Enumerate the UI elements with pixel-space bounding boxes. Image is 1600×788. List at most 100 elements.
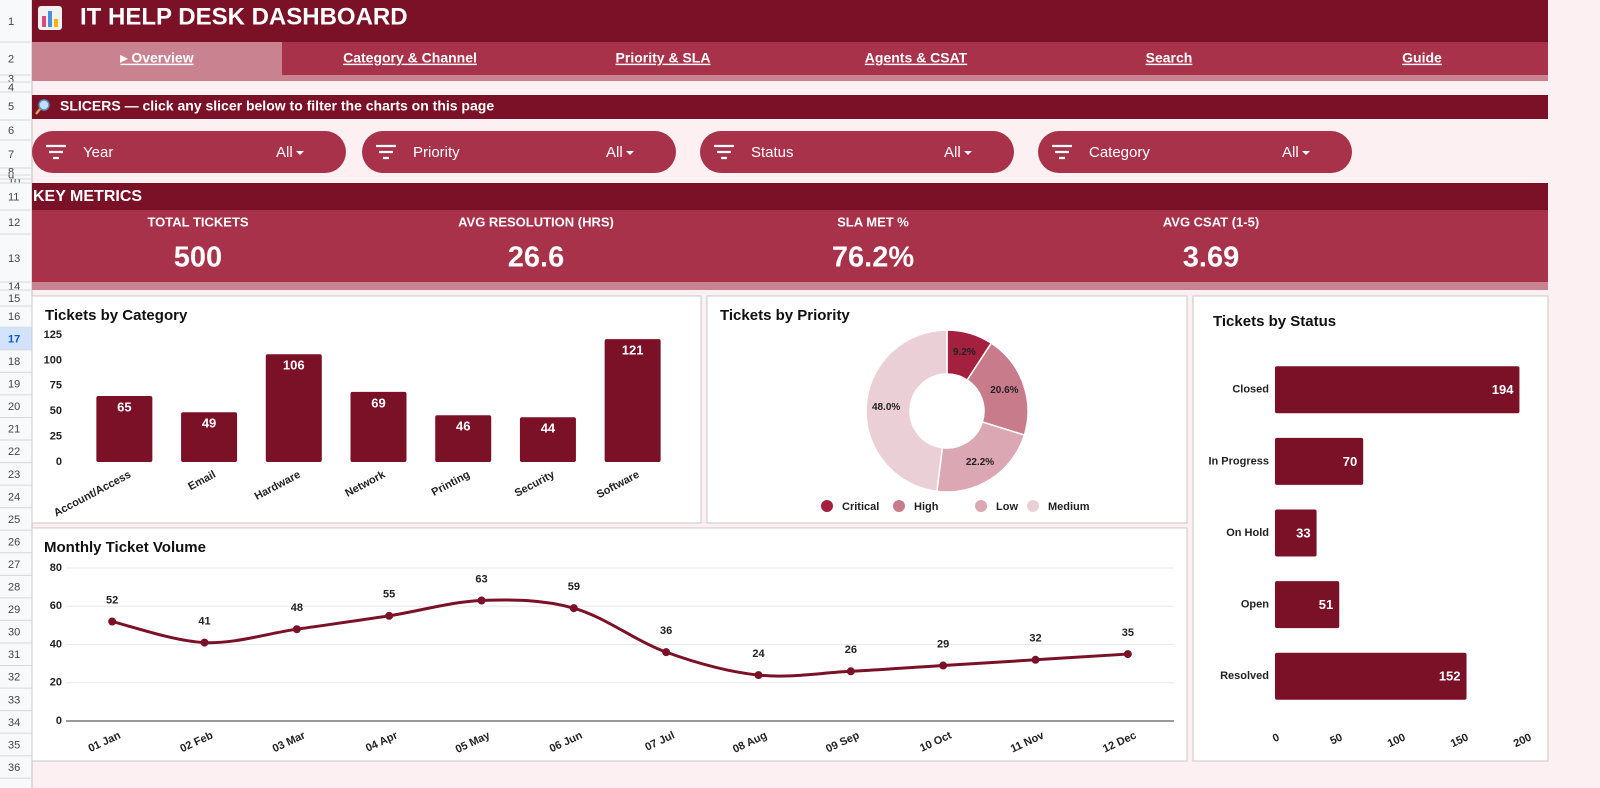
row-header-column bbox=[0, 0, 32, 788]
data-label: 22.2% bbox=[966, 457, 994, 468]
bar bbox=[96, 395, 153, 462]
data-label: 35 bbox=[1122, 627, 1134, 639]
row-number: 22 bbox=[8, 446, 20, 458]
row-number: 28 bbox=[8, 582, 20, 594]
y-tick-label: 0 bbox=[56, 456, 62, 468]
y-tick-label: 60 bbox=[50, 600, 62, 612]
dropdown-arrow bbox=[296, 151, 304, 155]
nav-tab[interactable]: Category & Channel bbox=[343, 50, 477, 66]
row-number: 1 bbox=[8, 16, 14, 28]
legend-swatch bbox=[893, 500, 905, 512]
row-number: 36 bbox=[8, 762, 20, 774]
metric-value: 3.69 bbox=[1183, 242, 1239, 274]
row-header: 13 bbox=[8, 253, 20, 265]
row-header: 5 bbox=[8, 101, 14, 113]
chart-title: Tickets by Category bbox=[45, 307, 188, 324]
row-number: 7 bbox=[8, 149, 14, 161]
bar bbox=[604, 339, 661, 462]
row-header: 9 bbox=[8, 175, 14, 179]
y-tick-label: 75 bbox=[50, 380, 62, 392]
slicer-label: Category bbox=[1089, 144, 1150, 161]
row-header: 16 bbox=[8, 311, 20, 323]
nav-strip bbox=[32, 75, 1548, 81]
filter-icon bbox=[1052, 144, 1072, 160]
legend-label: Low bbox=[996, 501, 1018, 513]
row-header: 22 bbox=[8, 446, 20, 458]
y-tick-label: 0 bbox=[56, 715, 62, 727]
row-header: 4 bbox=[8, 82, 14, 94]
data-label: 69 bbox=[371, 395, 385, 410]
row-number: 31 bbox=[8, 649, 20, 661]
point bbox=[200, 638, 209, 647]
row-number: 4 bbox=[8, 82, 14, 94]
y-tick-label: 80 bbox=[50, 562, 62, 574]
data-label: 63 bbox=[475, 573, 487, 585]
nav-bar bbox=[32, 42, 1548, 75]
nav-tab[interactable]: Priority & SLA bbox=[616, 50, 711, 66]
row-header: 7 bbox=[8, 149, 14, 161]
row-number: 27 bbox=[8, 559, 20, 571]
y-tick-label: 40 bbox=[50, 638, 62, 650]
slicer[interactable]: Priority All bbox=[362, 131, 676, 173]
slicer[interactable]: Category All bbox=[1038, 131, 1352, 173]
bar bbox=[1275, 366, 1520, 414]
slicer[interactable]: Year All bbox=[32, 131, 346, 173]
row-header: 33 bbox=[8, 694, 20, 706]
row-header: 26 bbox=[8, 536, 20, 548]
data-label: 48 bbox=[291, 602, 303, 614]
row-number: 16 bbox=[8, 311, 20, 323]
chart-title: Tickets by Status bbox=[1213, 313, 1336, 330]
y-tick-label: 100 bbox=[44, 354, 62, 366]
row-header: 35 bbox=[8, 739, 20, 751]
dropdown-arrow bbox=[626, 151, 634, 155]
pie-slice bbox=[936, 421, 1026, 493]
row-number: 20 bbox=[8, 401, 20, 413]
row-header: 24 bbox=[8, 491, 20, 503]
slicer-value: All bbox=[276, 144, 293, 161]
row-number: 3 bbox=[8, 73, 14, 85]
row-number: 32 bbox=[8, 672, 20, 684]
slicer-pill bbox=[362, 131, 676, 173]
nav-tab[interactable]: Guide bbox=[1402, 50, 1442, 66]
y-tick-label: Open bbox=[1241, 599, 1269, 611]
data-label: 44 bbox=[541, 421, 556, 436]
dashboard-title: IT HELP DESK DASHBOARD bbox=[80, 3, 408, 30]
data-label: 32 bbox=[1029, 633, 1041, 645]
slicer[interactable]: Status All bbox=[700, 131, 1014, 173]
data-label: 26 bbox=[845, 644, 857, 656]
row-header: 11 bbox=[8, 191, 19, 203]
slicer-value: All bbox=[606, 144, 623, 161]
row-number: 15 bbox=[8, 293, 20, 305]
row-header: 3 bbox=[8, 73, 14, 85]
bar bbox=[1275, 581, 1340, 629]
point bbox=[754, 671, 763, 680]
point bbox=[569, 604, 578, 613]
x-tick-label: 50 bbox=[1328, 731, 1344, 747]
x-tick-label: 0 bbox=[1271, 731, 1282, 744]
row-number: 2 bbox=[8, 53, 14, 65]
data-label: 152 bbox=[1439, 669, 1461, 684]
chart-title: Monthly Ticket Volume bbox=[44, 539, 206, 556]
row-number: 21 bbox=[8, 424, 20, 436]
nav-tab[interactable]: ▸ Overview bbox=[119, 50, 193, 66]
y-tick-label: 20 bbox=[50, 677, 62, 689]
row-header: 19 bbox=[8, 379, 20, 391]
y-tick-label: In Progress bbox=[1208, 455, 1269, 467]
row-header: 29 bbox=[8, 604, 20, 616]
row-number: 33 bbox=[8, 694, 20, 706]
pie-slice bbox=[865, 329, 948, 493]
data-label: 194 bbox=[1492, 382, 1514, 397]
metric-value: 26.6 bbox=[508, 242, 564, 274]
legend-swatch bbox=[975, 500, 987, 512]
title-bar bbox=[32, 0, 1548, 42]
row-header: 21 bbox=[8, 424, 20, 436]
nav-tab[interactable]: Search bbox=[1146, 50, 1193, 66]
row-header: 17 bbox=[8, 333, 20, 345]
row-header: 12 bbox=[8, 217, 20, 229]
row-header: 6 bbox=[8, 125, 14, 137]
row-header: 27 bbox=[8, 559, 20, 571]
row-number: 24 bbox=[8, 491, 20, 503]
nav-tab[interactable]: Agents & CSAT bbox=[865, 50, 968, 66]
row-number: 26 bbox=[8, 536, 20, 548]
point bbox=[662, 648, 671, 657]
